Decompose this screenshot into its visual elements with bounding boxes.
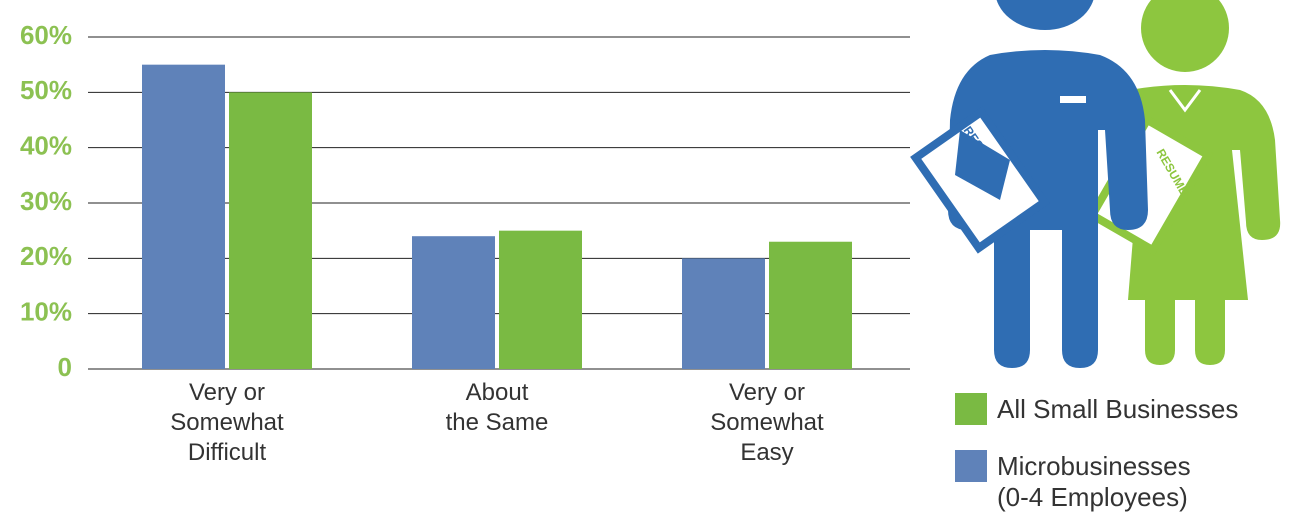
- legend-label: Microbusinesses (0-4 Employees): [997, 451, 1191, 512]
- y-tick-label: 50%: [20, 75, 72, 105]
- x-tick-label: Very or Somewhat Difficult: [170, 379, 284, 466]
- x-tick-label: About the Same: [445, 379, 549, 436]
- y-tick-label: 10%: [20, 297, 72, 327]
- bar: [769, 241, 852, 369]
- bar: [412, 236, 495, 369]
- legend-label: All Small Businesses: [997, 394, 1239, 424]
- bar: [142, 64, 225, 370]
- bar: [499, 230, 582, 369]
- y-tick-label: 0: [58, 352, 72, 382]
- y-tick-label: 30%: [20, 186, 72, 216]
- y-tick-label: 20%: [20, 241, 72, 271]
- illustration: RESUME RESUME: [910, 0, 1281, 368]
- bar: [682, 258, 765, 369]
- y-tick-label: 60%: [20, 20, 72, 50]
- legend-swatch: [955, 393, 987, 425]
- bar: [229, 92, 312, 369]
- x-tick-label: Very or Somewhat Easy: [710, 379, 824, 466]
- legend-swatch: [955, 450, 987, 482]
- y-tick-label: 40%: [20, 131, 72, 161]
